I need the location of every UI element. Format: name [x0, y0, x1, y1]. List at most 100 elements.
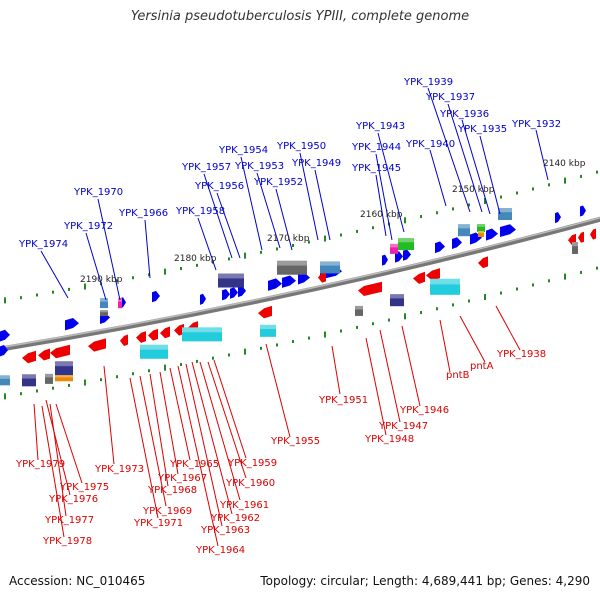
tick-mark [420, 215, 422, 219]
gene-label-YPK_1958: YPK_1958 [175, 206, 225, 217]
label-leader-line [375, 174, 387, 237]
feature-box-orange [478, 231, 484, 238]
feature-box-green [477, 224, 485, 233]
tick-mark [164, 268, 166, 275]
label-leader-line [159, 371, 179, 475]
tick-mark [260, 250, 262, 254]
tick-mark [228, 257, 230, 261]
forward-gene-arrow [486, 228, 498, 241]
tick-mark [180, 267, 182, 271]
tick-mark [340, 233, 342, 237]
tick-mark [564, 177, 566, 184]
tick-mark [196, 263, 198, 267]
reverse-gene-arrow [358, 281, 382, 297]
tick-mark [52, 290, 54, 294]
forward-gene-arrow [580, 205, 586, 217]
gene-label-YPK_1973: YPK_1973 [94, 464, 144, 475]
reverse-gene-arrow [50, 344, 70, 359]
feature-box-steel-shine [0, 375, 10, 379]
forward-gene-arrow [0, 329, 10, 342]
label-leader-line [149, 373, 169, 487]
tick-mark [196, 359, 198, 363]
forward-gene-arrow [435, 241, 445, 254]
tick-mark [580, 270, 582, 274]
feature-box-purple-shine [55, 361, 73, 367]
gene-label-YPK_1959: YPK_1959 [227, 458, 277, 469]
tick-mark [372, 322, 374, 326]
gene-label-YPK_1932: YPK_1932 [511, 119, 561, 130]
tick-mark [228, 353, 230, 357]
feature-box-purple-shine [22, 374, 36, 379]
gene-label-YPK_1971: YPK_1971 [133, 518, 183, 529]
feature-box-gray-shine [572, 241, 578, 247]
scale-label-2140: 2140 kbp [543, 159, 586, 169]
feature-box-cyan-shine [140, 344, 168, 350]
gene-label-YPK_1965: YPK_1965 [169, 459, 219, 470]
reverse-gene-arrow [578, 231, 584, 243]
label-leader-line [495, 305, 521, 351]
tick-mark [292, 340, 294, 344]
gene-label-YPK_1945: YPK_1945 [351, 163, 401, 174]
feature-box-purple-shine [218, 273, 244, 279]
forward-gene-arrow [452, 237, 462, 250]
gene-label-YPK_1975: YPK_1975 [59, 482, 109, 493]
label-leader-line [216, 192, 241, 259]
feature-box-cyan [260, 324, 276, 337]
label-leader-line [331, 345, 341, 395]
tick-mark [340, 329, 342, 333]
forward-gene-arrow [555, 212, 561, 224]
label-leader-line [377, 132, 405, 233]
label-leader-line [191, 361, 233, 515]
gene-label-pntB: pntB [446, 370, 470, 381]
gene-label-YPK_1936: YPK_1936 [439, 109, 489, 120]
feature-box-gray [100, 310, 108, 317]
tick-mark [548, 279, 550, 283]
scale-label-2190: 2190 kbp [80, 275, 123, 285]
feature-box-steel-shine [458, 224, 470, 229]
tick-mark [84, 379, 86, 386]
label-leader-line [213, 359, 247, 459]
label-leader-line [256, 172, 281, 249]
gene-label-YPK_1950: YPK_1950 [276, 141, 326, 152]
tick-mark [116, 375, 118, 379]
feature-box-gray [45, 373, 53, 384]
reverse-gene-arrow [120, 334, 128, 346]
tick-mark [244, 348, 246, 355]
forward-gene-arrow [403, 249, 411, 261]
gene-label-YPK_1954: YPK_1954 [218, 145, 268, 156]
feature-box-steel [498, 208, 512, 221]
tick-mark [548, 183, 550, 187]
accession-text: Accession: NC_010465 [9, 574, 146, 588]
tick-mark [20, 392, 22, 396]
gene-label-YPK_1947: YPK_1947 [378, 421, 428, 432]
tick-mark [484, 198, 486, 205]
feature-box-cyan-shine [182, 327, 222, 333]
gene-label-YPK_1978: YPK_1978 [42, 536, 92, 547]
label-leader-lines [33, 87, 549, 547]
label-leader-line [275, 188, 293, 251]
label-leader-line [379, 329, 401, 423]
tick-mark [212, 356, 214, 360]
feature-box-magenta-shine [390, 243, 398, 248]
gene-label-YPK_1974: YPK_1974 [18, 239, 68, 250]
reverse-gene-arrow [160, 326, 170, 339]
forward-gene-arrow [282, 275, 296, 288]
gene-label-YPK_1968: YPK_1968 [147, 485, 197, 496]
tick-mark [276, 343, 278, 347]
label-leader-line [207, 361, 247, 479]
feature-box-magenta [118, 298, 122, 309]
label-leader-line [439, 319, 451, 373]
gene-label-YPK_1962: YPK_1962 [210, 513, 260, 524]
scale-label-2160: 2160 kbp [360, 210, 403, 220]
reverse-gene-arrow [136, 331, 146, 343]
feature-box-steel [320, 261, 340, 274]
gene-label-YPK_1949: YPK_1949 [291, 158, 341, 169]
tick-mark [164, 364, 166, 371]
tick-mark [388, 318, 390, 322]
feature-box-steel [100, 298, 108, 309]
forward-gene-arrow [500, 224, 516, 238]
reverse-gene-arrow [590, 228, 596, 240]
gene-label-YPK_1964: YPK_1964 [195, 545, 245, 556]
gene-label-YPK_1944: YPK_1944 [351, 142, 401, 153]
